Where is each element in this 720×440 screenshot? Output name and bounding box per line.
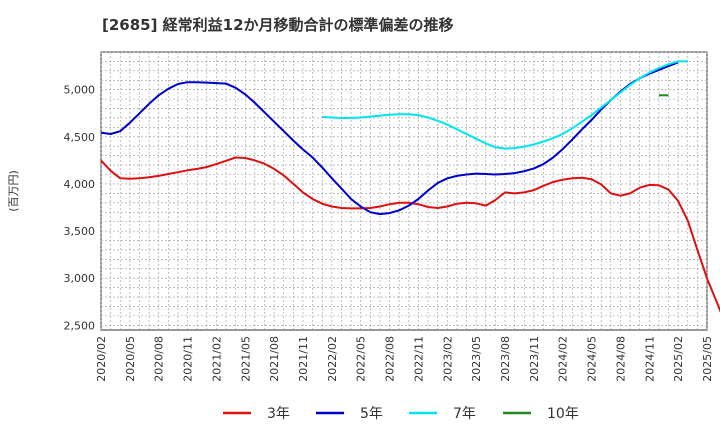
x-tick-label: 2024/02 — [557, 336, 570, 382]
legend-label-4: 10年 — [547, 406, 579, 422]
x-tick-label: 2020/11 — [182, 336, 195, 382]
y-tick-label: 3,000 — [64, 272, 96, 285]
y-axis-label: (百万円) — [7, 170, 20, 212]
series-line-3 — [322, 60, 688, 150]
x-tick-label: 2023/08 — [499, 336, 512, 382]
x-tick-label: 2020/05 — [124, 336, 137, 382]
x-tick-label: 2021/05 — [239, 336, 252, 382]
x-tick-label: 2021/08 — [268, 336, 281, 382]
legend-label-1: 3年 — [267, 406, 290, 422]
chart-title: [2685] 経常利益12か月移動合計の標準偏差の推移 — [102, 16, 454, 34]
legend-label-2: 5年 — [360, 406, 383, 422]
legend-label-3: 7年 — [453, 406, 476, 422]
plot-area — [100, 51, 708, 331]
x-tick-label: 2023/02 — [441, 336, 454, 382]
x-tick-label: 2024/08 — [614, 336, 627, 382]
y-tick-label: 4,000 — [64, 178, 96, 191]
axis-layer: 2,500 3,000 3,500 4,000 4,500 5,000 2020/02 202… — [7, 84, 714, 382]
x-tick-label: 2025/05 — [701, 336, 714, 382]
x-tick-label: 2021/02 — [210, 336, 223, 382]
y-tick-label: 5,000 — [64, 84, 96, 97]
y-tick-label: 4,500 — [64, 131, 96, 144]
x-tick-label: 2021/11 — [297, 336, 310, 382]
y-tick-label: 3,500 — [64, 225, 96, 238]
x-tick-label: 2022/11 — [412, 336, 425, 382]
x-tick-label: 2020/08 — [153, 336, 166, 382]
x-tick-label: 2024/11 — [643, 336, 656, 382]
series-line-2 — [100, 61, 679, 216]
x-tick-label: 2025/02 — [672, 336, 685, 382]
x-tick-label: 2023/05 — [470, 336, 483, 382]
x-tick-label: 2022/02 — [326, 336, 339, 382]
x-tick-label: 2022/08 — [384, 336, 397, 382]
legend: 3年 5年 7年 10年 — [223, 406, 579, 422]
x-tick-label: 2020/02 — [95, 336, 108, 382]
series-layer — [100, 60, 720, 313]
x-tick-label: 2023/11 — [528, 336, 541, 382]
x-tick-label: 2024/05 — [586, 336, 599, 382]
x-tick-label: 2022/05 — [355, 336, 368, 382]
y-tick-label: 2,500 — [64, 319, 96, 332]
grid-layer — [100, 51, 708, 331]
